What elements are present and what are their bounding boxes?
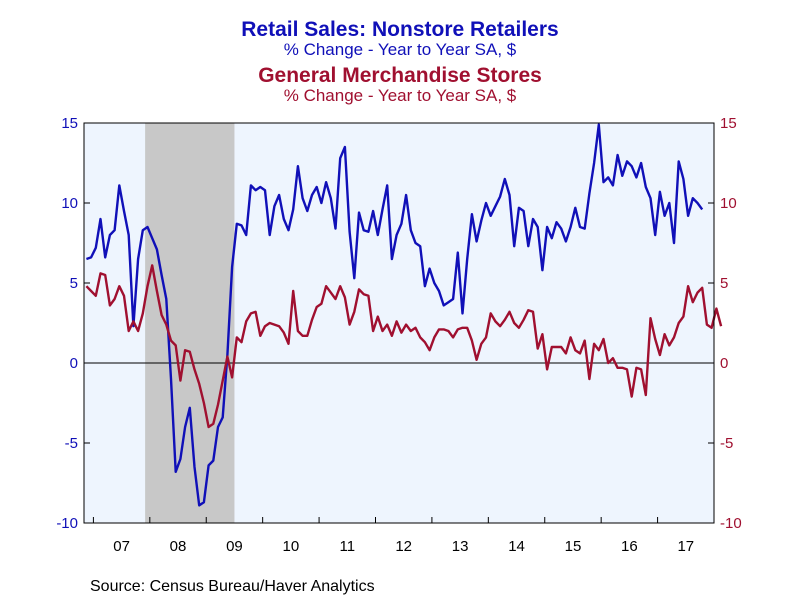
y-tick-label-left: 0 — [70, 355, 78, 372]
plot-border — [83, 122, 715, 524]
x-tick-label: 08 — [170, 538, 187, 555]
y-tick-label-right: 5 — [720, 275, 728, 292]
y-tick-label-left: 5 — [70, 275, 78, 292]
x-tick-label: 11 — [339, 538, 355, 555]
y-tick-label-left: -5 — [65, 435, 78, 452]
series1-subtitle: % Change - Year to Year SA, $ — [283, 40, 517, 59]
series1-title: Retail Sales: Nonstore Retailers — [241, 18, 559, 41]
series-line-nonstore-retailers — [86, 123, 704, 507]
x-tick-label: 12 — [395, 538, 412, 555]
y-tick-label-right: 15 — [720, 115, 737, 132]
y-tick-label-right: -10 — [720, 515, 742, 532]
series-line-general-merchandise — [85, 264, 723, 429]
x-tick-label: 10 — [283, 538, 300, 555]
x-tick-label: 14 — [508, 538, 525, 555]
recession-shading — [145, 123, 235, 523]
y-tick-label-left: 10 — [61, 195, 78, 212]
series2-subtitle: % Change - Year to Year SA, $ — [283, 86, 517, 105]
y-tick-label-right: -5 — [720, 435, 733, 452]
x-tick-label: 13 — [452, 538, 469, 555]
source-note: Source: Census Bureau/Haver Analytics — [90, 578, 375, 595]
y-tick-label-left: -10 — [56, 515, 78, 532]
x-tick-label: 09 — [226, 538, 243, 555]
y-tick-label-right: 0 — [720, 355, 728, 372]
y-tick-label-left: 15 — [61, 115, 78, 132]
y-tick-label-right: 10 — [720, 195, 737, 212]
x-tick-label: 16 — [621, 538, 638, 555]
x-tick-label: 07 — [113, 538, 130, 555]
x-tick-label: 15 — [565, 538, 582, 555]
x-tick-label: 17 — [677, 538, 694, 555]
series2-title: General Merchandise Stores — [258, 64, 542, 87]
